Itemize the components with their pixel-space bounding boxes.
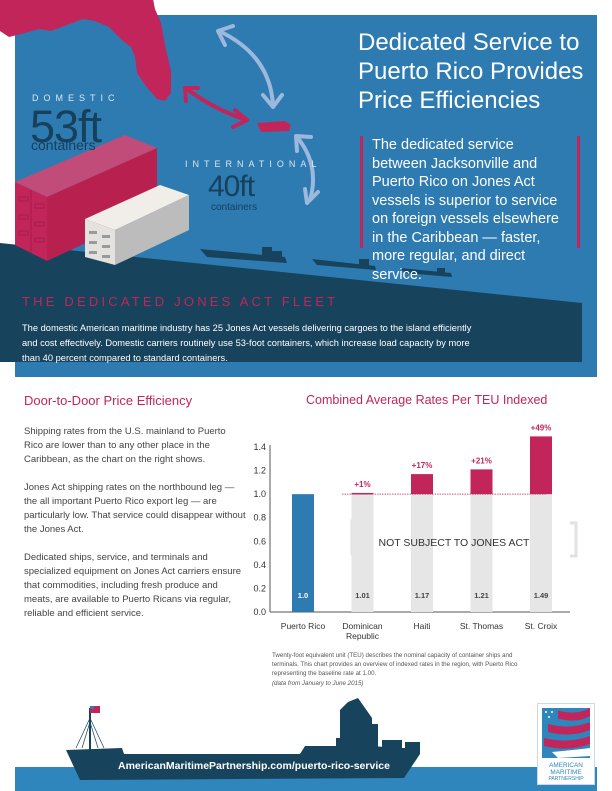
bar-baseline: [292, 494, 314, 612]
y-tick-label: 0.6: [253, 536, 266, 546]
y-tick-label: 1.4: [253, 442, 266, 452]
y-tick-label: 0.2: [253, 583, 266, 593]
footnote-text: Twenty-foot equivalent unit (TEU) descri…: [272, 652, 518, 678]
domestic-route-arrow-icon: [183, 86, 249, 129]
bar-base-portion: [351, 494, 374, 612]
y-tick-label: 1.0: [253, 489, 266, 499]
y-tick-label: 1.2: [253, 466, 266, 476]
not-subject-annotation: NOT SUBJECT TO JONES ACT: [379, 537, 531, 549]
sea-band: [0, 243, 582, 362]
bar-base-portion: [530, 494, 552, 612]
website-link[interactable]: AmericanMaritimePartnership.com/puerto-r…: [118, 760, 390, 772]
domestic-label: DOMESTIC: [32, 93, 120, 103]
logo-text: MARITIME: [550, 769, 582, 776]
bar-excess-portion: [411, 474, 433, 495]
ship-silhouettes-icon: [200, 247, 452, 277]
paragraph: Shipping rates from the U.S. mainland to…: [24, 426, 226, 465]
hero-title: Dedicated Service to Puerto Rico Provide…: [358, 28, 598, 115]
international-route-arrows-icon: [216, 24, 320, 205]
increase-label: +21%: [471, 456, 492, 465]
bar-excess-portion: [470, 469, 493, 495]
domestic-size: 53ft: [30, 101, 102, 152]
title-line: Dedicated Service to: [358, 29, 580, 56]
amp-logo[interactable]: AMERICAN MARITIME PARTNERSHIP: [537, 703, 595, 785]
hero-illustration: [0, 0, 582, 362]
x-tick-label: St. Thomas: [460, 621, 503, 631]
puerto-rico-map-icon: [257, 121, 291, 132]
chart-footnote: Twenty-foot equivalent unit (TEU) descri…: [272, 651, 530, 688]
international-sub: containers: [211, 202, 258, 213]
logo-text: AMERICAN: [549, 762, 583, 769]
florida-map-icon: [0, 0, 171, 101]
bracket-right: [570, 521, 578, 558]
title-line: Puerto Rico Provides: [358, 58, 584, 85]
bar-value-label: 1.49: [534, 591, 549, 600]
flag-icon: [542, 708, 590, 758]
bar-value-label: 1.21: [474, 591, 489, 600]
bar-value-label: 1.0: [298, 591, 308, 600]
increase-label: +17%: [412, 461, 433, 470]
x-tick-label: Puerto Rico: [281, 621, 326, 631]
hero-quote: The dedicated service between Jacksonvil…: [360, 136, 580, 283]
container-40ft-icon: [85, 185, 189, 265]
y-tick-label: 0.4: [253, 560, 266, 570]
x-tick-label: Dominican: [342, 621, 382, 631]
paragraph: Dedicated ships, service, and terminals …: [24, 552, 242, 619]
logo-text: PARTNERSHIP: [548, 776, 584, 782]
title-line: Price Efficiencies: [358, 87, 541, 114]
section-title: Door-to-Door Price Efficiency: [24, 393, 193, 408]
increase-label: +1%: [354, 480, 370, 489]
bar-chart: 0.0 0.2 0.4 0.6 0.8 1.0 1.2 1.4 1.0 Puerto Rico 1.…: [253, 423, 578, 641]
international-size: 40ft: [208, 170, 255, 203]
footnote-date: (data from January to June 2015): [272, 679, 364, 687]
y-tick-label: 0.8: [253, 513, 266, 523]
container-53ft-icon: [15, 135, 157, 261]
domestic-sub: containers: [31, 137, 96, 153]
fleet-text: The domestic American maritime industry …: [22, 323, 472, 363]
chart-title: Combined Average Rates Per TEU Indexed: [306, 393, 548, 407]
x-tick-label: Republic: [346, 631, 380, 641]
fleet-title: THE DEDICATED JONES ACT FLEET: [22, 294, 339, 309]
y-tick-label: 0.0: [253, 607, 266, 617]
increase-label: +49%: [531, 423, 552, 432]
footer-ship-icon: [66, 698, 420, 780]
bar-value-label: 1.17: [415, 591, 430, 600]
bar-base-portion: [470, 494, 493, 612]
paragraph: Jones Act shipping rates on the northbou…: [24, 482, 246, 535]
international-label: INTERNATIONAL: [185, 159, 322, 169]
x-tick-label: St. Croix: [525, 621, 558, 631]
bar-excess-portion: [351, 492, 374, 495]
bar-base-portion: [411, 494, 433, 612]
x-tick-label: Haiti: [413, 621, 430, 631]
bar-value-label: 1.01: [355, 591, 370, 600]
bar-excess-portion: [530, 436, 552, 495]
